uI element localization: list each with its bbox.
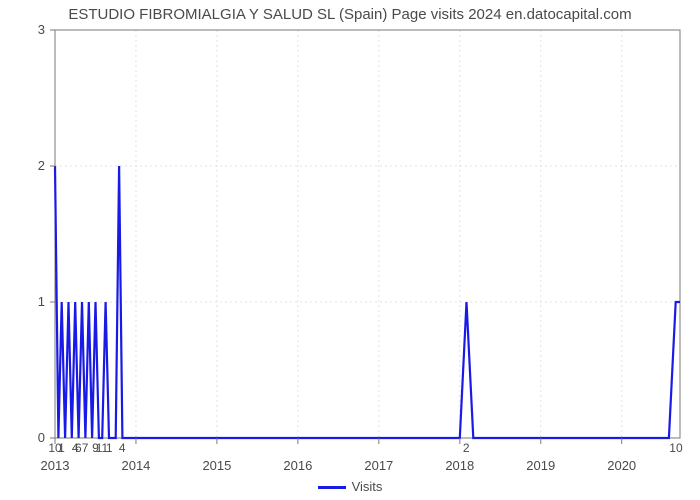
svg-text:2015: 2015 [202, 458, 231, 473]
svg-text:2016: 2016 [283, 458, 312, 473]
svg-text:2: 2 [463, 441, 470, 455]
legend: Visits [0, 479, 700, 494]
svg-text:1: 1 [58, 441, 65, 455]
svg-text:10: 10 [669, 441, 683, 455]
svg-text:1: 1 [38, 294, 45, 309]
svg-text:2020: 2020 [607, 458, 636, 473]
legend-swatch [318, 486, 346, 489]
svg-text:2014: 2014 [121, 458, 150, 473]
svg-text:2: 2 [38, 158, 45, 173]
svg-text:0: 0 [38, 430, 45, 445]
svg-text:2019: 2019 [526, 458, 555, 473]
svg-text:2018: 2018 [445, 458, 474, 473]
svg-text:2017: 2017 [364, 458, 393, 473]
svg-text:3: 3 [38, 22, 45, 37]
legend-label: Visits [352, 479, 383, 494]
svg-text:1: 1 [106, 441, 113, 455]
visits-chart: 0123 20132014201520162017201820192020 10… [0, 0, 700, 500]
svg-text:67: 67 [75, 441, 89, 455]
svg-text:2013: 2013 [41, 458, 70, 473]
svg-text:4: 4 [119, 441, 126, 455]
